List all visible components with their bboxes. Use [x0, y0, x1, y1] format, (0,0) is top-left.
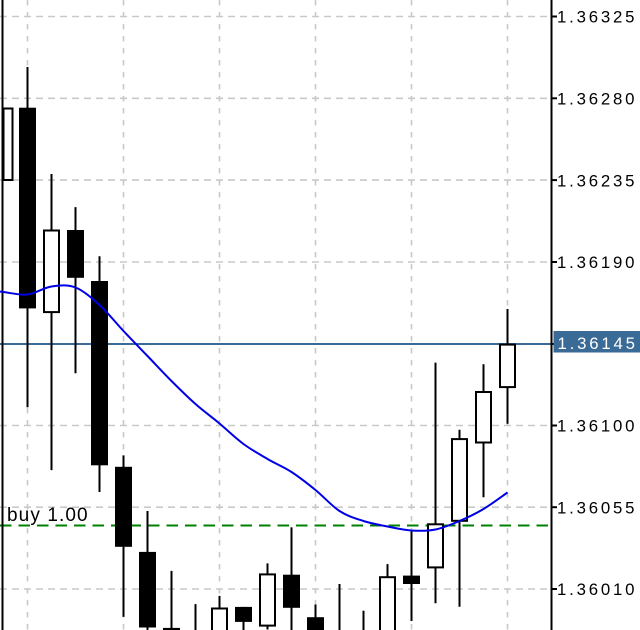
- svg-text:buy 1.00: buy 1.00: [7, 505, 89, 526]
- svg-text:1.36055: 1.36055: [557, 498, 637, 517]
- svg-text:1.36235: 1.36235: [557, 171, 637, 190]
- svg-text:1.36325: 1.36325: [557, 8, 637, 27]
- svg-text:1.36190: 1.36190: [557, 253, 637, 272]
- svg-text:1.36280: 1.36280: [557, 90, 637, 109]
- svg-text:1.36100: 1.36100: [557, 417, 637, 436]
- svg-text:1.36145: 1.36145: [558, 334, 638, 353]
- svg-text:1.36010: 1.36010: [557, 580, 637, 599]
